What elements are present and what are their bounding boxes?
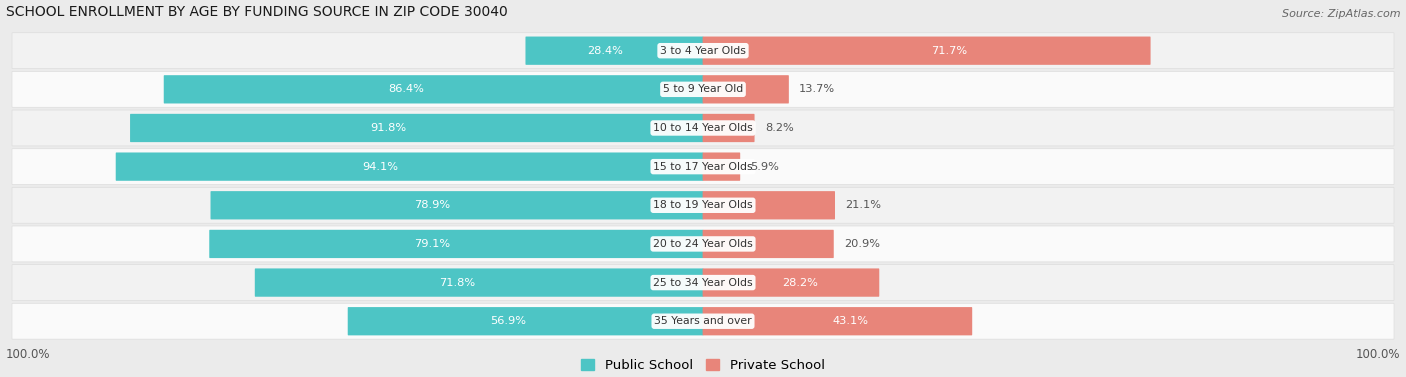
Text: 20.9%: 20.9% xyxy=(844,239,880,249)
FancyBboxPatch shape xyxy=(131,114,703,142)
FancyBboxPatch shape xyxy=(13,33,1393,69)
Text: 71.8%: 71.8% xyxy=(439,277,475,288)
Text: 28.2%: 28.2% xyxy=(782,277,818,288)
FancyBboxPatch shape xyxy=(13,187,1393,223)
FancyBboxPatch shape xyxy=(703,152,740,181)
Text: 20 to 24 Year Olds: 20 to 24 Year Olds xyxy=(654,239,752,249)
FancyBboxPatch shape xyxy=(703,114,755,142)
FancyBboxPatch shape xyxy=(703,191,835,219)
Text: 15 to 17 Year Olds: 15 to 17 Year Olds xyxy=(654,162,752,172)
Text: 100.0%: 100.0% xyxy=(1355,348,1400,361)
FancyBboxPatch shape xyxy=(13,110,1393,146)
FancyBboxPatch shape xyxy=(13,149,1393,185)
Text: 18 to 19 Year Olds: 18 to 19 Year Olds xyxy=(654,200,752,210)
Text: SCHOOL ENROLLMENT BY AGE BY FUNDING SOURCE IN ZIP CODE 30040: SCHOOL ENROLLMENT BY AGE BY FUNDING SOUR… xyxy=(6,5,508,19)
Text: 28.4%: 28.4% xyxy=(588,46,623,56)
Text: Source: ZipAtlas.com: Source: ZipAtlas.com xyxy=(1282,9,1400,19)
Text: 25 to 34 Year Olds: 25 to 34 Year Olds xyxy=(654,277,752,288)
Text: 78.9%: 78.9% xyxy=(415,200,450,210)
Text: 10 to 14 Year Olds: 10 to 14 Year Olds xyxy=(654,123,752,133)
Text: 86.4%: 86.4% xyxy=(388,84,425,94)
Legend: Public School, Private School: Public School, Private School xyxy=(581,359,825,372)
FancyBboxPatch shape xyxy=(347,307,703,336)
FancyBboxPatch shape xyxy=(703,307,972,336)
Text: 3 to 4 Year Olds: 3 to 4 Year Olds xyxy=(659,46,747,56)
FancyBboxPatch shape xyxy=(526,37,703,65)
Text: 56.9%: 56.9% xyxy=(489,316,526,326)
FancyBboxPatch shape xyxy=(13,265,1393,300)
FancyBboxPatch shape xyxy=(703,75,789,103)
Text: 94.1%: 94.1% xyxy=(363,162,398,172)
FancyBboxPatch shape xyxy=(115,152,703,181)
FancyBboxPatch shape xyxy=(703,268,879,297)
Text: 5.9%: 5.9% xyxy=(751,162,779,172)
FancyBboxPatch shape xyxy=(13,226,1393,262)
FancyBboxPatch shape xyxy=(703,230,834,258)
Text: 13.7%: 13.7% xyxy=(799,84,835,94)
Text: 79.1%: 79.1% xyxy=(413,239,450,249)
Text: 91.8%: 91.8% xyxy=(370,123,406,133)
Text: 43.1%: 43.1% xyxy=(832,316,869,326)
Text: 8.2%: 8.2% xyxy=(765,123,793,133)
Text: 71.7%: 71.7% xyxy=(931,46,967,56)
Text: 5 to 9 Year Old: 5 to 9 Year Old xyxy=(662,84,744,94)
Text: 100.0%: 100.0% xyxy=(6,348,51,361)
Text: 21.1%: 21.1% xyxy=(845,200,882,210)
FancyBboxPatch shape xyxy=(703,37,1150,65)
FancyBboxPatch shape xyxy=(163,75,703,103)
FancyBboxPatch shape xyxy=(254,268,703,297)
FancyBboxPatch shape xyxy=(209,230,703,258)
FancyBboxPatch shape xyxy=(13,303,1393,339)
FancyBboxPatch shape xyxy=(211,191,703,219)
Text: 35 Years and over: 35 Years and over xyxy=(654,316,752,326)
FancyBboxPatch shape xyxy=(13,71,1393,107)
